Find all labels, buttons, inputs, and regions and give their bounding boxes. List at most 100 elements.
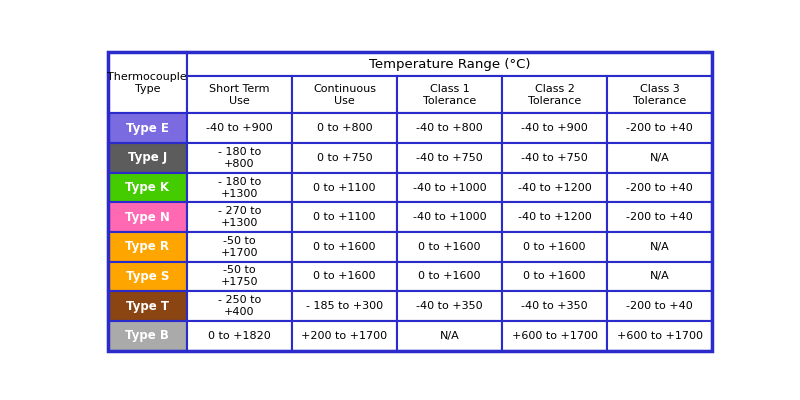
Bar	[292, 173, 397, 202]
Bar	[187, 262, 292, 291]
Bar	[607, 202, 712, 232]
Bar	[187, 173, 292, 202]
Text: -50 to
+1700: -50 to +1700	[221, 236, 258, 258]
Bar	[108, 232, 187, 262]
Text: 0 to +1600: 0 to +1600	[313, 242, 376, 252]
Text: -40 to +350: -40 to +350	[416, 301, 483, 311]
Bar	[607, 291, 712, 321]
Text: Type R: Type R	[126, 240, 170, 253]
Text: - 180 to
+800: - 180 to +800	[218, 147, 261, 169]
Text: N/A: N/A	[650, 153, 670, 163]
Bar	[108, 114, 187, 143]
Bar	[187, 143, 292, 173]
Bar	[502, 173, 607, 202]
Text: -40 to +1000: -40 to +1000	[413, 212, 486, 222]
Text: N/A: N/A	[650, 242, 670, 252]
Text: -40 to +1200: -40 to +1200	[518, 182, 591, 192]
Text: Type S: Type S	[126, 270, 169, 283]
Text: Class 1
Tolerance: Class 1 Tolerance	[423, 84, 476, 106]
Bar	[397, 76, 502, 114]
Text: -40 to +800: -40 to +800	[416, 123, 483, 133]
Bar	[397, 321, 502, 351]
Bar	[502, 321, 607, 351]
Text: -40 to +750: -40 to +750	[522, 153, 588, 163]
Text: 0 to +1100: 0 to +1100	[313, 212, 376, 222]
Text: Temperature Range (°C): Temperature Range (°C)	[369, 58, 530, 71]
Bar	[607, 262, 712, 291]
Bar	[108, 291, 187, 321]
Bar	[292, 232, 397, 262]
Bar	[187, 76, 292, 114]
Bar	[397, 262, 502, 291]
Text: 0 to +1600: 0 to +1600	[418, 272, 481, 282]
Bar	[607, 76, 712, 114]
Bar	[502, 76, 607, 114]
Text: 0 to +750: 0 to +750	[317, 153, 372, 163]
Text: +200 to +1700: +200 to +1700	[302, 331, 387, 341]
Bar	[397, 232, 502, 262]
Text: -40 to +350: -40 to +350	[522, 301, 588, 311]
Text: 0 to +1600: 0 to +1600	[523, 272, 586, 282]
Text: N/A: N/A	[650, 272, 670, 282]
Text: Type K: Type K	[126, 181, 170, 194]
Text: -200 to +40: -200 to +40	[626, 212, 693, 222]
Bar	[502, 262, 607, 291]
Text: -50 to
+1750: -50 to +1750	[221, 266, 258, 288]
Bar	[607, 114, 712, 143]
Text: -200 to +40: -200 to +40	[626, 123, 693, 133]
Bar	[187, 202, 292, 232]
Text: -200 to +40: -200 to +40	[626, 301, 693, 311]
Text: Type J: Type J	[128, 152, 167, 164]
Bar	[502, 143, 607, 173]
Text: Thermocouple
Type: Thermocouple Type	[107, 72, 187, 94]
Bar	[397, 291, 502, 321]
Bar	[397, 114, 502, 143]
Bar	[607, 173, 712, 202]
Bar	[187, 291, 292, 321]
Bar	[292, 114, 397, 143]
Bar	[292, 291, 397, 321]
Text: - 180 to
+1300: - 180 to +1300	[218, 176, 261, 198]
Text: -40 to +1200: -40 to +1200	[518, 212, 591, 222]
Text: - 250 to
+400: - 250 to +400	[218, 295, 261, 317]
Bar	[607, 321, 712, 351]
Text: Continuous
Use: Continuous Use	[313, 84, 376, 106]
Bar	[292, 143, 397, 173]
Text: -40 to +900: -40 to +900	[206, 123, 273, 133]
Bar	[108, 321, 187, 351]
Bar	[108, 52, 187, 114]
Bar	[292, 202, 397, 232]
Bar	[502, 291, 607, 321]
Bar	[187, 321, 292, 351]
Text: 0 to +1600: 0 to +1600	[418, 242, 481, 252]
Bar	[108, 143, 187, 173]
Bar	[502, 202, 607, 232]
Text: +600 to +1700: +600 to +1700	[512, 331, 598, 341]
Text: 0 to +800: 0 to +800	[317, 123, 372, 133]
Text: -40 to +900: -40 to +900	[522, 123, 588, 133]
Text: Type N: Type N	[125, 211, 170, 224]
Bar	[607, 143, 712, 173]
Bar	[187, 114, 292, 143]
Bar	[502, 232, 607, 262]
Text: -40 to +1000: -40 to +1000	[413, 182, 486, 192]
Bar	[292, 262, 397, 291]
Bar	[108, 173, 187, 202]
Text: -200 to +40: -200 to +40	[626, 182, 693, 192]
Text: 0 to +1600: 0 to +1600	[313, 272, 376, 282]
Bar	[108, 202, 187, 232]
Text: 0 to +1600: 0 to +1600	[523, 242, 586, 252]
Text: 0 to +1100: 0 to +1100	[313, 182, 376, 192]
Text: Type E: Type E	[126, 122, 169, 135]
Text: N/A: N/A	[440, 331, 459, 341]
Bar	[607, 232, 712, 262]
Text: -40 to +750: -40 to +750	[416, 153, 483, 163]
Text: 0 to +1820: 0 to +1820	[208, 331, 270, 341]
Text: Class 2
Tolerance: Class 2 Tolerance	[528, 84, 582, 106]
Text: Type B: Type B	[126, 329, 170, 342]
Bar	[397, 143, 502, 173]
Bar	[108, 262, 187, 291]
Bar	[397, 173, 502, 202]
Bar	[187, 232, 292, 262]
Text: Type T: Type T	[126, 300, 169, 313]
